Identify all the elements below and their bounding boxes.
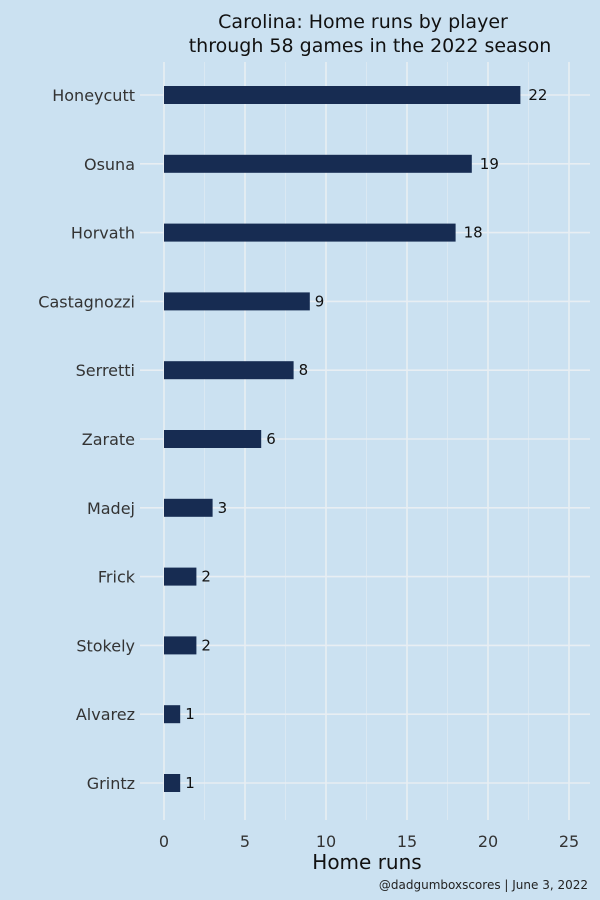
bar xyxy=(164,498,213,517)
bar-value-label: 2 xyxy=(201,568,211,586)
bar-value-label: 9 xyxy=(315,292,325,310)
bar xyxy=(164,705,181,724)
chart-title-line-1: Carolina: Home runs by player xyxy=(218,11,508,33)
bar-value-label: 22 xyxy=(528,86,547,104)
category-label: Serretti xyxy=(76,361,135,380)
bar-value-label: 8 xyxy=(299,361,309,379)
bar xyxy=(164,361,294,380)
x-tick-label: 5 xyxy=(240,832,250,851)
category-label: Stokely xyxy=(76,636,135,655)
x-tick-label: 10 xyxy=(316,832,336,851)
bar-value-label: 1 xyxy=(185,774,195,792)
category-label: Frick xyxy=(98,568,136,587)
category-label: Osuna xyxy=(84,155,135,174)
chart-title-line-2: through 58 games in the 2022 season xyxy=(189,35,552,57)
bar xyxy=(164,292,310,311)
bar-value-label: 3 xyxy=(218,499,228,517)
bar-value-label: 2 xyxy=(201,636,211,654)
x-tick-label: 15 xyxy=(397,832,417,851)
x-tick-label: 20 xyxy=(478,832,498,851)
category-label: Horvath xyxy=(71,224,135,243)
bar xyxy=(164,223,456,242)
category-label: Madej xyxy=(87,499,135,518)
category-label: Grintz xyxy=(87,774,135,793)
bar-value-label: 1 xyxy=(185,705,195,723)
x-tick-label: 0 xyxy=(159,832,169,851)
bar xyxy=(164,86,521,104)
bar xyxy=(164,154,472,173)
x-axis-ticks: 0 5 10 15 20 25 xyxy=(159,832,579,851)
category-label: Zarate xyxy=(82,430,135,449)
chart-caption: @dadgumboxscores | June 3, 2022 xyxy=(379,878,588,892)
bar xyxy=(164,567,197,586)
category-labels: Honeycutt Osuna Horvath Castagnozzi Serretti… xyxy=(38,86,135,793)
bar-value-label: 6 xyxy=(266,430,276,448)
bars xyxy=(164,86,521,792)
x-axis-label: Home runs xyxy=(312,850,421,874)
x-tick-label: 25 xyxy=(559,832,579,851)
bar-value-label: 19 xyxy=(480,155,499,173)
category-label: Castagnozzi xyxy=(38,292,135,311)
bar xyxy=(164,636,197,655)
bar xyxy=(164,430,262,448)
bar xyxy=(164,774,181,792)
category-label: Alvarez xyxy=(76,705,135,724)
category-label: Honeycutt xyxy=(52,86,135,105)
bar-value-label: 18 xyxy=(464,224,483,242)
